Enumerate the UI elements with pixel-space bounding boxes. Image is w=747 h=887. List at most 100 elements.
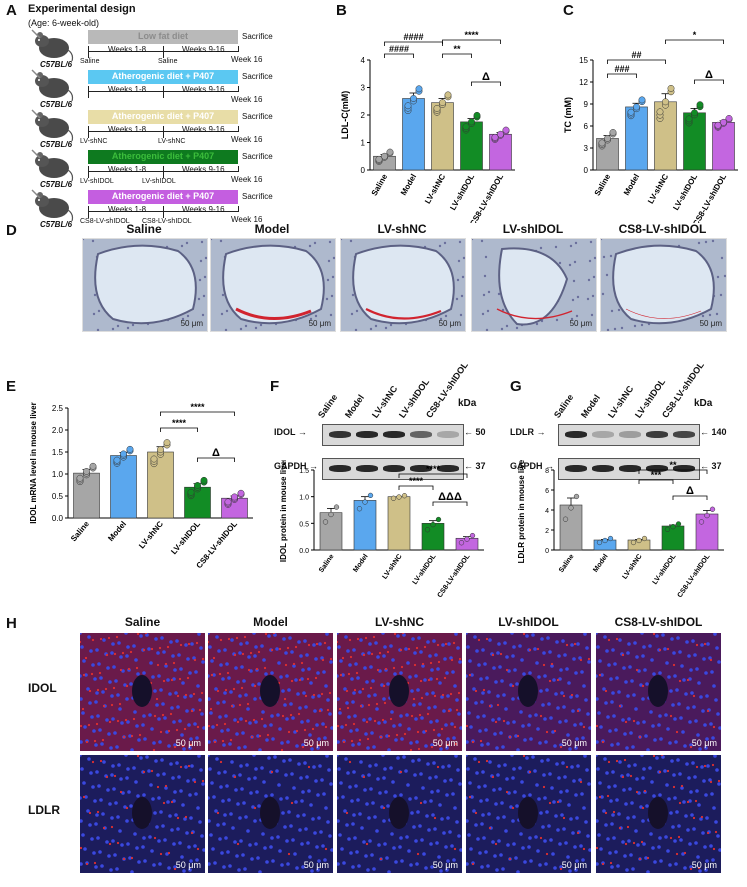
signal-dot [635,668,639,672]
nucleus-dot [157,796,161,800]
nucleus-dot [648,644,652,648]
nucleus-dot [396,634,400,638]
signal-dot [474,689,478,693]
mouse-tail [67,89,74,102]
lane-label: LV-shNC [370,383,400,420]
nucleus-dot [466,862,469,866]
nucleus-dot [186,657,190,661]
timeline-tick-start [88,126,89,138]
nucleus-dot [713,755,717,758]
nucleus [487,290,491,294]
nucleus-dot [652,672,656,676]
nucleus-dot [650,780,654,784]
if-row-label: LDLR [28,803,60,817]
nucleus-dot [639,683,643,687]
nucleus-dot [495,746,499,750]
nucleus-dot [433,705,437,709]
nucleus-dot [343,687,347,691]
signal-dot [553,729,557,733]
nucleus-dot [86,809,90,813]
nucleus-dot [546,758,550,762]
nucleus-dot [689,865,693,869]
signal-dot [193,658,197,662]
signal-dot [297,712,301,716]
if-image: 50 μm [337,633,462,751]
nucleus-dot [166,800,170,804]
nucleus-dot [605,771,609,775]
nucleus-dot [705,859,709,863]
signal-dot [361,687,365,691]
nucleus-dot [574,746,578,750]
nucleus-dot [208,755,210,757]
nucleus-dot [505,777,509,781]
nucleus-dot [396,756,400,760]
signal-dot [416,852,420,856]
nucleus-dot [680,664,684,668]
nucleus-dot [571,709,575,713]
nucleus-dot [497,642,501,646]
nucleus-dot [525,634,529,638]
mouse-icon [31,189,74,222]
nucleus-dot [147,769,151,773]
nucleus-dot [357,864,361,868]
x-tick-label: LV-shNC [137,519,165,550]
signal-dot [407,647,411,651]
nucleus-dot [151,675,155,679]
nucleus-dot [358,690,362,694]
data-point [89,462,97,470]
nucleus-dot [172,842,176,846]
nucleus-dot [502,693,506,697]
signal-dot [369,686,373,690]
histology-image: 50 μm [600,238,727,332]
data-point [696,101,704,109]
nucleus-dot [141,723,145,727]
nucleus [219,239,223,243]
nucleus-dot [604,823,608,827]
nucleus-dot [256,734,260,738]
signal-dot [324,725,328,729]
nucleus-dot [298,828,302,832]
nucleus-dot [316,793,320,797]
nucleus-dot [84,795,88,799]
weeks-1-label: Weeks 1-8 [108,165,147,174]
nucleus-dot [95,813,99,817]
data-point [458,540,465,546]
weeks-2-label: Weeks 9-16 [182,125,225,134]
signal-dot [295,729,299,733]
nucleus-dot [430,790,434,794]
nucleus-dot [105,718,109,722]
nucleus-dot [351,865,355,869]
nucleus-dot [427,706,431,710]
nucleus-dot [242,679,246,683]
nucleus-dot [598,781,602,785]
nucleus-dot [486,864,490,868]
signal-dot [711,763,715,767]
if-image: 50 μm [80,633,205,751]
nucleus [719,293,723,297]
nucleus-dot [451,670,455,674]
nucleus-dot [323,858,327,862]
nucleus-dot [663,647,667,651]
nucleus-dot [696,855,700,859]
nucleus-dot [352,813,356,817]
nucleus [501,308,505,312]
significance-bracket [471,81,501,86]
nucleus-dot [81,833,85,837]
nucleus-dot [281,811,285,815]
nucleus-dot [178,719,182,723]
signal-dot [241,652,245,656]
nucleus-dot [251,805,255,809]
nucleus-dot [301,743,305,747]
significance-bracket [665,39,724,44]
nucleus-dot [491,718,495,722]
nucleus-dot [326,698,330,702]
nucleus-dot [513,790,517,794]
signal-dot [488,704,492,708]
nucleus-dot [233,840,237,844]
nucleus [485,328,489,331]
significance-label: **** [426,464,441,474]
nucleus-dot [230,760,234,764]
nucleus-dot [716,712,720,716]
central-vein [518,675,538,707]
y-tick-label: 8 [545,468,549,475]
